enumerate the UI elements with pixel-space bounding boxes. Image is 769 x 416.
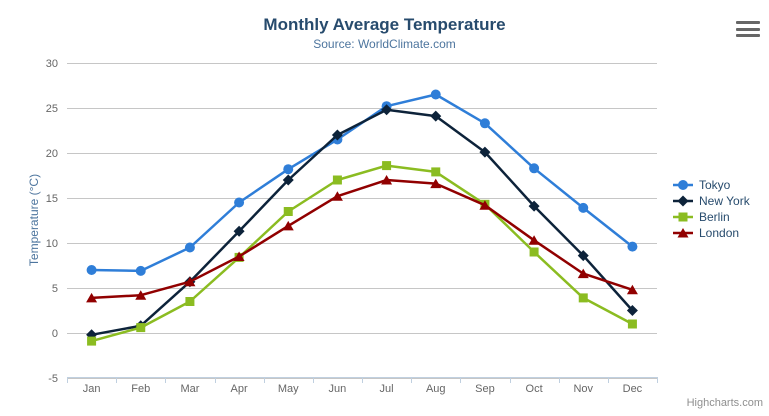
hamburger-bar — [736, 34, 760, 37]
series-line[interactable] — [90, 93, 634, 273]
data-point-triangle[interactable] — [331, 191, 343, 201]
data-point-circle[interactable] — [283, 164, 294, 175]
y-axis-label: 5 — [52, 283, 58, 295]
data-point-circle[interactable] — [430, 89, 441, 100]
series-tokyo[interactable] — [86, 89, 638, 276]
data-point-square[interactable] — [529, 247, 539, 257]
data-point-triangle[interactable] — [430, 178, 442, 189]
data-point-diamond[interactable] — [677, 195, 689, 207]
data-point-triangle[interactable] — [626, 284, 638, 295]
legend-item-london[interactable]: London — [672, 225, 750, 241]
x-axis-label: Oct — [526, 383, 543, 395]
data-point-triangle[interactable] — [184, 276, 196, 287]
data-point-triangle[interactable] — [86, 292, 98, 303]
export-menu-button[interactable] — [736, 21, 760, 37]
legend-item-tokyo[interactable]: Tokyo — [672, 177, 750, 193]
data-point-diamond[interactable] — [626, 305, 638, 316]
x-axis-label: Sep — [475, 383, 495, 395]
credits-link[interactable]: Highcharts.com — [686, 397, 763, 409]
legend-label: New York — [699, 194, 750, 208]
data-point-square[interactable] — [185, 297, 195, 306]
data-point-circle[interactable] — [234, 197, 245, 208]
data-point-diamond[interactable] — [430, 110, 442, 122]
data-point-triangle[interactable] — [135, 290, 147, 300]
data-point-square[interactable] — [87, 336, 97, 346]
x-axis-label: Mar — [180, 383, 199, 395]
data-point-triangle[interactable] — [528, 235, 540, 245]
x-axis-label: Jan — [83, 383, 101, 395]
data-point-circle[interactable] — [135, 265, 146, 276]
legend-symbol-triangle-icon — [673, 228, 693, 238]
data-point-triangle[interactable] — [381, 175, 393, 185]
data-point-triangle[interactable] — [577, 268, 589, 279]
y-axis-label: 25 — [46, 103, 58, 115]
data-point-triangle[interactable] — [677, 228, 689, 238]
data-point-square[interactable] — [431, 167, 441, 177]
series-london[interactable] — [86, 175, 638, 303]
y-axis-label: 0 — [52, 328, 58, 340]
data-point-diamond[interactable] — [331, 129, 343, 141]
data-point-circle[interactable] — [479, 118, 490, 129]
legend-symbol-diamond-icon — [673, 195, 693, 207]
data-point-square[interactable] — [627, 319, 637, 329]
series-line[interactable] — [90, 108, 634, 337]
x-axis-label: Aug — [426, 383, 446, 395]
data-point-triangle[interactable] — [479, 200, 491, 210]
series-line[interactable] — [90, 164, 634, 343]
hamburger-menu-icon — [736, 21, 760, 37]
x-axis-label: Apr — [231, 383, 248, 395]
legend-label: London — [699, 226, 740, 240]
data-point-diamond[interactable] — [282, 174, 294, 186]
x-axis-label: Jul — [380, 383, 394, 395]
y-axis-title: Temperature (°C) — [27, 174, 41, 266]
data-point-square[interactable] — [283, 207, 293, 216]
hamburger-bar — [736, 27, 760, 31]
data-point-circle[interactable] — [184, 242, 195, 253]
data-point-circle[interactable] — [678, 180, 688, 190]
data-point-square[interactable] — [332, 175, 342, 185]
legend-label: Berlin — [699, 210, 730, 224]
legend-label: Tokyo — [699, 178, 731, 192]
series-line[interactable] — [90, 178, 634, 300]
data-point-circle[interactable] — [578, 202, 589, 213]
data-point-circle[interactable] — [627, 241, 638, 252]
x-axis-label: Nov — [573, 383, 593, 395]
data-point-diamond[interactable] — [381, 104, 393, 116]
y-axis-label: 30 — [46, 58, 58, 70]
data-point-triangle[interactable] — [233, 251, 245, 262]
legend: Tokyo New York Berlin London — [672, 177, 750, 241]
legend-item-new-york[interactable]: New York — [672, 193, 750, 209]
x-axis-label: Feb — [131, 383, 150, 395]
chart-subtitle: Source: WorldClimate.com — [313, 37, 456, 51]
legend-symbol-circle-icon — [673, 180, 693, 190]
data-point-diamond[interactable] — [233, 225, 245, 237]
data-point-diamond[interactable] — [577, 250, 589, 262]
data-point-square[interactable] — [578, 293, 588, 303]
data-point-square[interactable] — [382, 161, 392, 171]
legend-symbol-square-icon — [673, 212, 693, 222]
data-point-square[interactable] — [678, 212, 688, 222]
data-point-square[interactable] — [136, 323, 146, 333]
y-axis-label: 10 — [46, 238, 58, 250]
chart-title: Monthly Average Temperature — [263, 15, 506, 34]
x-axis-label: Jun — [329, 383, 347, 395]
y-axis-label: 15 — [46, 193, 58, 205]
x-axis-label: Dec — [623, 383, 643, 395]
data-point-diamond[interactable] — [528, 200, 540, 212]
data-point-triangle[interactable] — [282, 220, 294, 231]
y-axis-label: 20 — [46, 148, 58, 160]
y-axis-label: -5 — [48, 373, 58, 385]
data-point-circle[interactable] — [529, 163, 540, 174]
legend-item-berlin[interactable]: Berlin — [672, 209, 750, 225]
x-axis-label: May — [278, 383, 299, 395]
data-point-circle[interactable] — [86, 265, 97, 275]
hamburger-bar — [736, 21, 760, 24]
data-point-diamond[interactable] — [479, 146, 491, 158]
series-new-york[interactable] — [86, 104, 638, 341]
